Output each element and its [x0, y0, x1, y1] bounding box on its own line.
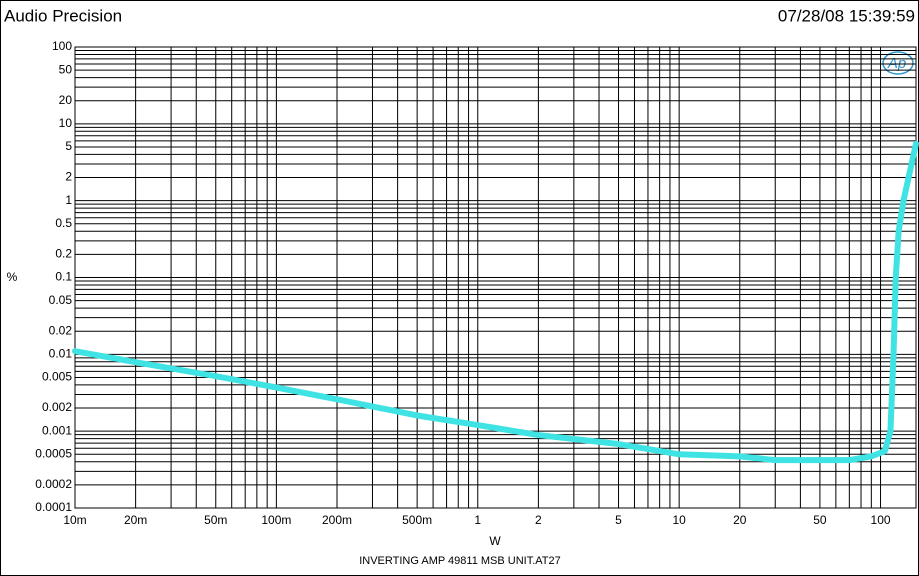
y-tick-label: 0.01	[49, 347, 73, 361]
y-axis-label: %	[7, 270, 18, 284]
y-tick-label: 1	[65, 193, 72, 207]
y-tick-label: 50	[59, 62, 73, 76]
y-tick-label: 0.2	[55, 247, 72, 261]
y-tick-label: 0.0001	[35, 500, 72, 514]
data-line	[72, 140, 919, 464]
x-tick-label: 20m	[124, 513, 147, 527]
x-tick-label: 5	[615, 513, 622, 527]
y-tick-label: 0.005	[42, 370, 72, 384]
y-tick-label: 0.5	[55, 216, 72, 230]
logo-ring	[882, 51, 914, 75]
y-tick-label: 0.02	[49, 323, 73, 337]
x-tick-label: 50m	[204, 513, 227, 527]
x-axis-label: W	[489, 534, 501, 548]
y-tick-label: 0.001	[42, 423, 72, 437]
x-tick-label: 1	[474, 513, 481, 527]
footer: INVERTING AMP 49811 MSB UNIT.AT27	[359, 555, 561, 567]
x-tick-label: 100m	[261, 513, 291, 527]
y-tick-label: 0.05	[49, 293, 73, 307]
header-right: 07/28/08 15:39:59	[778, 6, 915, 25]
y-tick-label: 0.1	[55, 270, 72, 284]
y-tick-label: 2	[65, 170, 72, 184]
y-tick-label: 100	[52, 39, 72, 53]
logo: Ap	[887, 55, 906, 72]
x-tick-label: 100	[871, 513, 891, 527]
x-tick-label: 10	[672, 513, 686, 527]
y-tick-label: 10	[59, 116, 73, 130]
y-tick-label: 5	[65, 139, 72, 153]
header-left: Audio Precision	[4, 6, 122, 25]
y-tick-label: 0.0002	[35, 477, 72, 491]
x-tick-label: 500m	[402, 513, 432, 527]
plot-border	[74, 46, 917, 509]
x-tick-label: 2	[535, 513, 542, 527]
x-tick-label: 50	[813, 513, 827, 527]
y-tick-label: 0.002	[42, 400, 72, 414]
x-tick-label: 200m	[322, 513, 352, 527]
x-tick-label: 10m	[63, 513, 86, 527]
y-tick-label: 0.0005	[35, 446, 72, 460]
y-tick-label: 20	[59, 93, 73, 107]
x-tick-label: 20	[733, 513, 747, 527]
